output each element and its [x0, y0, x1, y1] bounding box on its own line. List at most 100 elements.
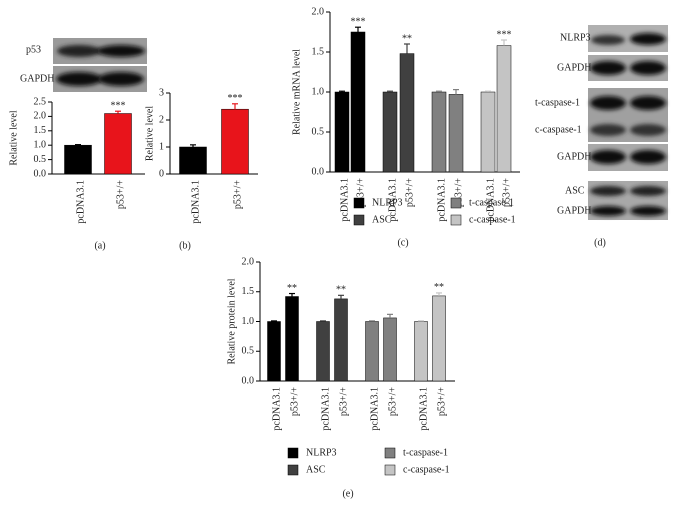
y-axis-label: Relative level: [8, 110, 19, 165]
bar: [382, 91, 398, 173]
significance: ***: [351, 16, 366, 27]
legend-swatch: [450, 197, 462, 209]
bar: [431, 91, 447, 173]
panel-label: (a): [94, 240, 105, 251]
bar: [316, 321, 330, 382]
panel-label: (c): [397, 237, 408, 248]
significance: ***: [228, 93, 243, 104]
bar: [334, 298, 348, 382]
bar: [383, 317, 397, 382]
bar: [480, 91, 496, 173]
blot-label: ASC: [565, 185, 585, 196]
legend-swatch: [353, 214, 365, 226]
legend-swatch: [384, 447, 396, 459]
x-tick-label: p53+/+: [289, 387, 300, 416]
legend-swatch: [384, 464, 396, 476]
legend-label: c-caspase-1: [469, 214, 516, 225]
bar: [104, 113, 132, 175]
x-tick-label: p53+/+: [501, 178, 512, 207]
y-tick-label: 0.0: [34, 168, 47, 179]
blot-label: c-caspase-1: [535, 124, 582, 135]
y-tick-label: 0.0: [312, 166, 325, 177]
bar: [350, 31, 366, 173]
significance: ***: [111, 101, 126, 112]
legend-swatch: [287, 464, 299, 476]
bar: [221, 108, 249, 175]
y-tick-label: 1: [159, 141, 164, 152]
bar: [365, 321, 379, 382]
legend-label: t-caspase-1: [469, 197, 514, 208]
y-tick-label: 0.5: [312, 126, 325, 137]
legend-label: NLRP3: [372, 197, 403, 208]
x-tick-label: pcDNA3.1: [418, 387, 429, 431]
x-tick-label: pcDNA3.1: [75, 180, 86, 224]
y-tick-label: 1.5: [312, 46, 325, 57]
bar: [448, 94, 464, 173]
y-tick-label: 1.0: [242, 316, 255, 327]
y-tick-label: 2.5: [34, 96, 47, 107]
blot-label: GAPDH: [557, 151, 591, 162]
x-tick-label: p53+/+: [232, 180, 243, 209]
y-tick-label: 0.5: [34, 154, 47, 165]
bar: [179, 146, 207, 175]
legend-label: ASC: [372, 214, 392, 225]
bar: [496, 45, 512, 173]
y-axis-label: Relative level: [144, 106, 155, 161]
x-tick-label: pcDNA3.1: [190, 180, 201, 224]
legend-swatch: [353, 197, 365, 209]
legend-swatch: [287, 447, 299, 459]
y-tick-label: 1.5: [34, 125, 47, 136]
bar: [64, 144, 92, 175]
y-tick-label: 1.0: [312, 86, 325, 97]
blot-label: p53: [26, 44, 41, 55]
significance: **: [402, 33, 412, 44]
panel-label: (b): [179, 240, 191, 251]
y-tick-label: 2: [159, 114, 164, 125]
x-tick-label: p53+/+: [338, 387, 349, 416]
y-tick-label: 0: [159, 168, 164, 179]
y-tick-label: 0.0: [242, 375, 255, 386]
significance: **: [434, 282, 444, 293]
bar: [414, 321, 428, 382]
panel-label: (d): [594, 237, 606, 248]
bar: [334, 91, 350, 173]
x-tick-label: pcDNA3.1: [369, 387, 380, 431]
bar: [432, 295, 446, 382]
x-tick-label: p53+/+: [355, 178, 366, 207]
y-axis-label: Relative protein level: [226, 278, 237, 364]
blot-label: GAPDH: [557, 205, 591, 216]
significance: ***: [497, 29, 512, 40]
blot-label: GAPDH: [20, 73, 54, 84]
x-tick-label: pcDNA3.1: [339, 178, 350, 222]
legend-label: ASC: [306, 464, 326, 475]
significance: **: [287, 283, 297, 294]
x-tick-label: pcDNA3.1: [436, 178, 447, 222]
blot-label: t-caspase-1: [535, 97, 580, 108]
x-tick-label: p53+/+: [387, 387, 398, 416]
x-tick-label: pcDNA3.1: [320, 387, 331, 431]
x-tick-label: p53+/+: [453, 178, 464, 207]
y-tick-label: 0.5: [242, 346, 255, 357]
y-axis-label: Relative mRNA level: [291, 49, 302, 135]
bar: [399, 53, 415, 173]
x-tick-label: pcDNA3.1: [271, 387, 282, 431]
significance: **: [336, 285, 346, 296]
x-tick-label: pcDNA3.1: [387, 178, 398, 222]
x-tick-label: p53+/+: [115, 180, 126, 209]
y-tick-label: 2.0: [242, 256, 255, 267]
blot-d: [588, 25, 668, 220]
x-tick-label: pcDNA3.1: [485, 178, 496, 222]
legend-label: c-caspase-1: [403, 464, 450, 475]
y-tick-label: 3: [159, 87, 164, 98]
blot-a: [53, 38, 147, 92]
bar: [267, 321, 281, 382]
legend-label: NLRP3: [306, 447, 337, 458]
legend-label: t-caspase-1: [403, 447, 448, 458]
bar: [285, 296, 299, 382]
panel-label: (e): [342, 488, 353, 499]
y-tick-label: 1.5: [242, 286, 255, 297]
y-tick-label: 2.0: [312, 6, 325, 17]
x-tick-label: p53+/+: [436, 387, 447, 416]
y-tick-label: 1.0: [34, 139, 47, 150]
